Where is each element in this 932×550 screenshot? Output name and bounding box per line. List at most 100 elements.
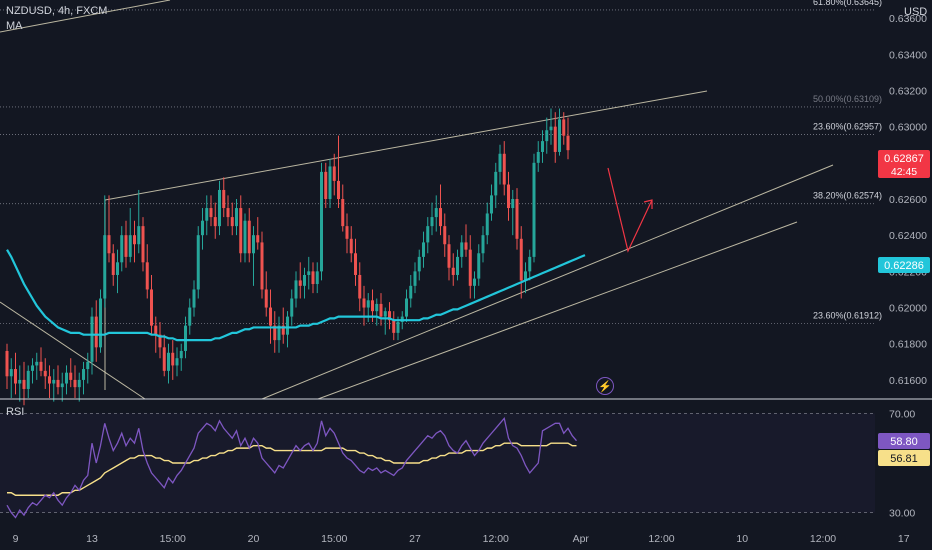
candle-body [175,358,179,366]
candle-body [324,171,328,199]
candle-body [103,235,107,299]
rsi-ma-value: 56.81 [890,453,918,465]
candle-body [451,267,455,275]
candle-body [337,180,340,199]
ma-legend[interactable]: MA [6,20,23,32]
candle-body [39,361,43,371]
time-tick: 27 [409,533,421,545]
arrow-head [643,199,653,209]
candle-body [73,379,77,388]
candle-body [409,285,413,299]
candle-body [86,361,90,370]
candle-body [256,235,260,243]
fib-levels: 61.80%(0.63645) 50.00%(0.63109) 23.60%(0.6… [0,0,882,324]
candle-body [69,372,73,380]
ma-price: 0.62286 [884,260,924,272]
candle-body [328,166,332,199]
candle-body [443,226,447,245]
time-tick: 9 [13,533,19,545]
candle-body [35,361,39,366]
trendline [317,221,798,400]
candle-body [269,307,272,326]
symbol-legend[interactable]: NZDUSD, 4h, FXCM [6,5,108,17]
candle-body [150,289,153,326]
time-axis: 9 13 15:00 20 15:00 27 12:00 Apr 12:00 10 12:00 17 [13,533,910,545]
candle-body [473,278,476,286]
rsi-ma-value-badge: 56.81 [878,450,930,466]
rsi-tick: 30.00 [889,508,915,520]
lightning-icon[interactable]: ⚡ [596,377,614,395]
candle-body [371,300,374,312]
rsi-value: 58.80 [890,436,918,448]
time-tick: 15:00 [160,533,186,545]
candle-body [243,220,247,254]
time-tick: 10 [736,533,748,545]
candle-body [294,280,298,299]
candle-body [5,350,9,377]
candle-body [528,256,532,272]
candle-body [9,369,13,377]
candle-body [205,208,209,221]
price-tick: 0.63000 [889,122,927,134]
rsi-levels: 70.00 30.00 [0,408,915,520]
candle-body [307,271,311,275]
candle-body [388,311,391,321]
candle-body [349,238,353,254]
candle-body [281,325,285,335]
candle-body [536,151,540,163]
candle-body [315,271,319,285]
trendline [0,301,146,400]
rsi-legend[interactable]: RSI [6,406,25,418]
candle-body [94,316,98,348]
candle-body [60,383,64,388]
candle-body [430,217,434,227]
candle-body [179,350,183,359]
candle-body [235,208,238,227]
candle-body [447,244,451,268]
candle-body [502,153,506,185]
candle-body [162,347,166,371]
rsi-value-badge: 58.80 [878,433,930,449]
price-tick: 0.63600 [889,13,927,25]
candle-body [396,322,400,333]
price-tick: 0.63400 [889,49,927,61]
candle-body [116,262,119,275]
candle-body [226,208,230,218]
candle-body [541,141,544,152]
candle-body [545,130,549,142]
projection-arrow[interactable] [607,167,653,253]
candle-body [188,307,192,326]
candle-body [439,208,442,227]
candle-body [558,119,561,152]
candle-body [222,189,226,209]
fib-label: 61.80%(0.63645) [813,0,882,7]
time-tick: 12:00 [810,533,836,545]
candle-body [290,298,294,317]
candle-body [460,242,464,257]
time-tick: Apr [573,533,590,545]
candle-body [107,235,111,254]
candle-body [192,289,196,308]
candle-body [99,298,102,348]
candle-body [230,217,234,227]
candle-body [298,280,302,286]
candle-body [120,235,124,263]
candle-body [417,256,421,272]
rsi-line [6,416,577,519]
candle-body [52,379,56,384]
candle-body [434,208,438,218]
candle-body [524,271,527,281]
currency-label: USD [904,6,927,18]
candle-body [171,352,175,366]
ma-price-badge: 0.62286 [878,257,930,273]
candle-body [201,220,204,236]
candle-body [332,166,336,181]
candle-body [124,235,128,257]
candle-body [375,303,379,312]
time-tick: 12:00 [648,533,674,545]
candle-body [354,253,357,275]
arrow-path [607,167,653,253]
last-price-badge: 0.62867 42:45 [878,150,930,178]
candle-body [18,379,22,384]
